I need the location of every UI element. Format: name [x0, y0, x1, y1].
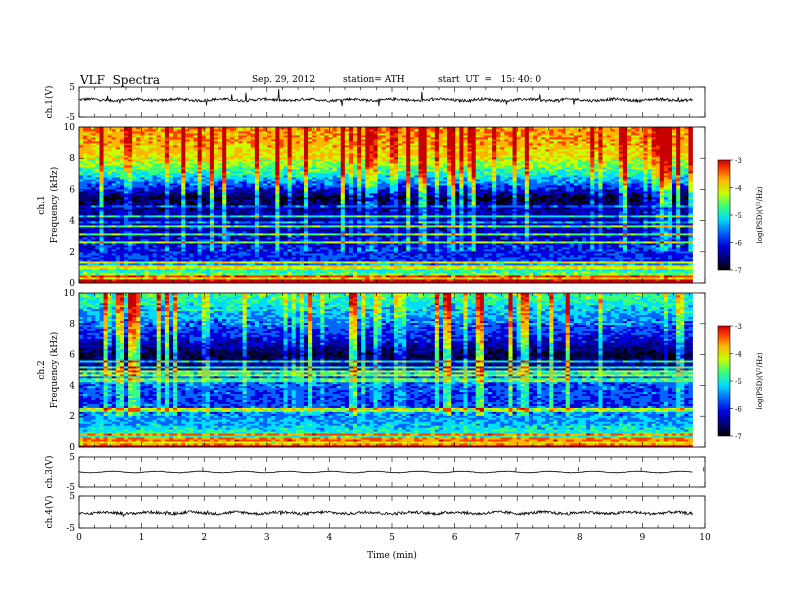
x-tick-label: 10	[699, 533, 711, 543]
x-tick-label: 6	[452, 533, 458, 543]
y-tick-label: 5	[69, 83, 75, 93]
x-tick-label: 8	[577, 533, 583, 543]
colorbar	[717, 159, 731, 271]
colorbar-tick-label: -4	[735, 351, 742, 359]
y-tick-label: -5	[66, 113, 75, 123]
y-tick-label: 2	[69, 412, 75, 422]
y-tick-label: 4	[69, 217, 75, 227]
y-tick-label: 10	[64, 123, 76, 133]
y-tick-label: 8	[69, 154, 75, 164]
y-tick-label: -5	[66, 524, 75, 534]
y-tick-label: 2	[69, 248, 75, 258]
x-tick-label: 4	[327, 533, 333, 543]
channel-label: ch.1	[37, 195, 47, 214]
start-time-label: start UT = 15: 40: 0	[438, 75, 541, 85]
y-tick-label: 0	[69, 279, 75, 289]
y-tick-label: 5	[69, 492, 75, 502]
colorbar-tick-label: -7	[735, 433, 742, 441]
spectrogram-cells-ch1	[79, 127, 693, 284]
y-axis-label: ch.1(V)	[44, 86, 55, 119]
station-label: station= ATH	[343, 75, 405, 85]
colorbar-tick-label: -4	[735, 185, 742, 193]
colorbar-tick-label: -6	[735, 406, 742, 414]
colorbar-label: log(PSD)(V²/Hz)	[756, 352, 764, 409]
figure-title: VLF Spectra	[80, 73, 160, 87]
waveform-line-4	[79, 470, 693, 474]
colorbar	[717, 325, 731, 437]
colorbar-tick-label: -6	[735, 240, 742, 248]
colorbar-tick-label: -3	[735, 323, 742, 331]
x-tick-label: 7	[514, 533, 520, 543]
x-tick-label: 0	[76, 533, 82, 543]
colorbar-tick-label: -5	[735, 378, 742, 386]
spectrogram-cells-ch2	[79, 293, 693, 448]
x-tick-label: 9	[640, 533, 646, 543]
colorbar-tick-label: -3	[735, 157, 742, 165]
x-tick-label: 5	[389, 533, 395, 543]
y-tick-label: 6	[69, 351, 75, 361]
y-axis-label: ch.4(V)	[44, 496, 55, 529]
y-axis-label: ch.3(V)	[44, 456, 55, 489]
waveform-line-5	[78, 509, 693, 518]
y-axis-label: Frequency (kHz)	[49, 332, 60, 409]
colorbar-tick-label: -5	[735, 212, 742, 220]
waveform-line-1	[79, 88, 693, 107]
date-label: Sep. 29, 2012	[252, 75, 315, 85]
y-tick-label: 0	[69, 443, 75, 453]
y-tick-label: 6	[69, 185, 75, 195]
x-tick-label: 1	[139, 533, 145, 543]
y-tick-label: 4	[69, 381, 75, 391]
y-tick-label: -5	[66, 483, 75, 493]
x-tick-label: 2	[201, 533, 207, 543]
y-tick-label: 10	[64, 289, 76, 299]
channel-label: ch.2	[37, 360, 47, 379]
colorbar-tick-label: -7	[735, 267, 742, 275]
colorbar-label: log(PSD)(V²/Hz)	[756, 186, 764, 243]
x-tick-label: 3	[264, 533, 270, 543]
y-tick-label: 8	[69, 320, 75, 330]
y-tick-label: 5	[69, 453, 75, 463]
y-axis-label: Frequency (kHz)	[49, 167, 60, 244]
x-axis-title: Time (min)	[367, 550, 417, 561]
